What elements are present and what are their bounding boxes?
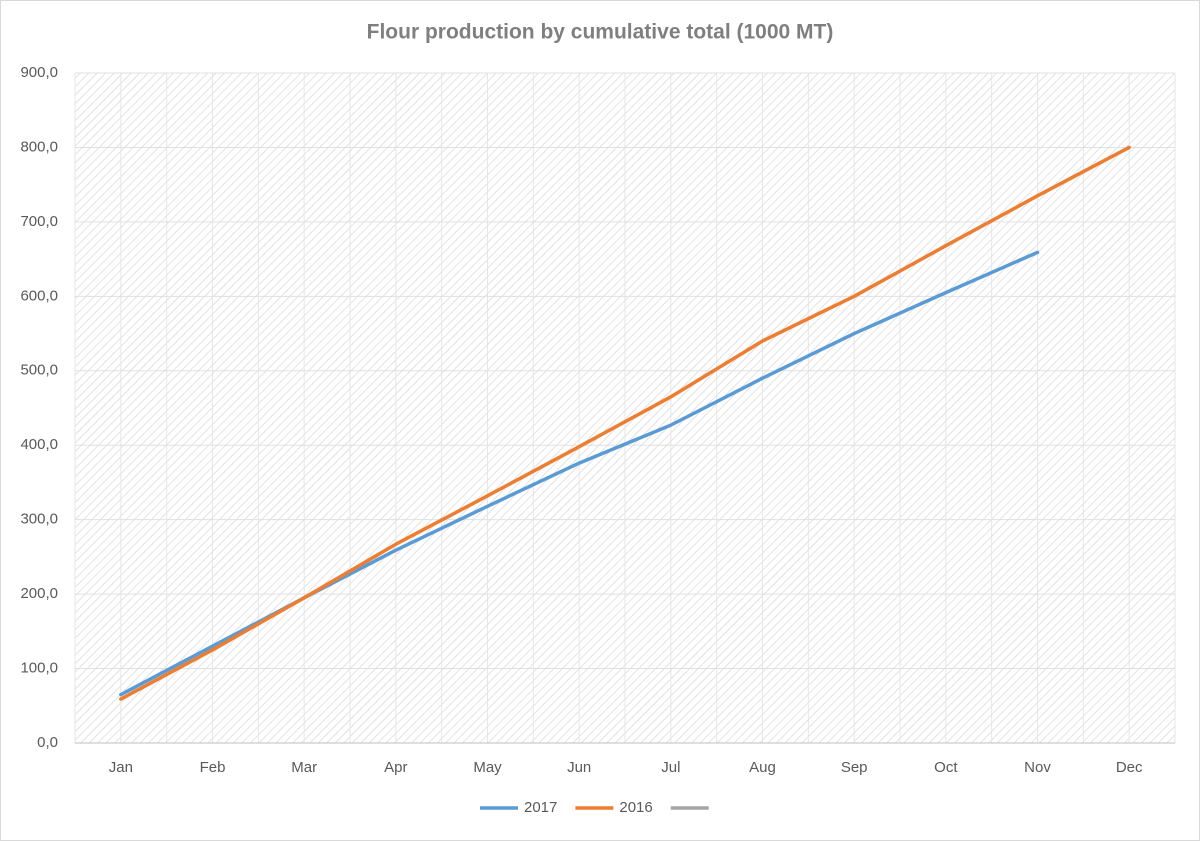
y-tick-label: 300,0	[20, 511, 58, 528]
y-tick-label: 0,0	[37, 734, 58, 751]
y-tick-label: 600,0	[20, 287, 58, 304]
x-tick-label: Feb	[200, 759, 226, 776]
x-tick-label: Aug	[749, 759, 776, 776]
x-tick-label: Apr	[384, 759, 407, 776]
x-tick-label: Sep	[841, 759, 868, 776]
x-tick-label: Jan	[109, 759, 133, 776]
series-line	[119, 145, 1131, 701]
x-tick-label: Dec	[1116, 759, 1143, 776]
x-tick-label: Oct	[934, 759, 958, 776]
chart-title: Flour production by cumulative total (10…	[367, 21, 834, 44]
x-tick-label: Jul	[661, 759, 680, 776]
x-tick-label: May	[473, 759, 502, 776]
y-tick-label: 400,0	[20, 436, 58, 453]
x-tick-label: Nov	[1024, 759, 1051, 776]
y-tick-label: 100,0	[20, 660, 58, 677]
y-tick-label: 500,0	[20, 362, 58, 379]
legend-label: 2016	[619, 799, 652, 816]
legend-label: 2017	[524, 799, 557, 816]
y-tick-label: 900,0	[20, 64, 58, 81]
y-tick-label: 200,0	[20, 585, 58, 602]
y-tick-label: 800,0	[20, 138, 58, 155]
x-tick-label: Jun	[567, 759, 591, 776]
y-tick-label: 700,0	[20, 213, 58, 230]
x-tick-label: Mar	[291, 759, 317, 776]
